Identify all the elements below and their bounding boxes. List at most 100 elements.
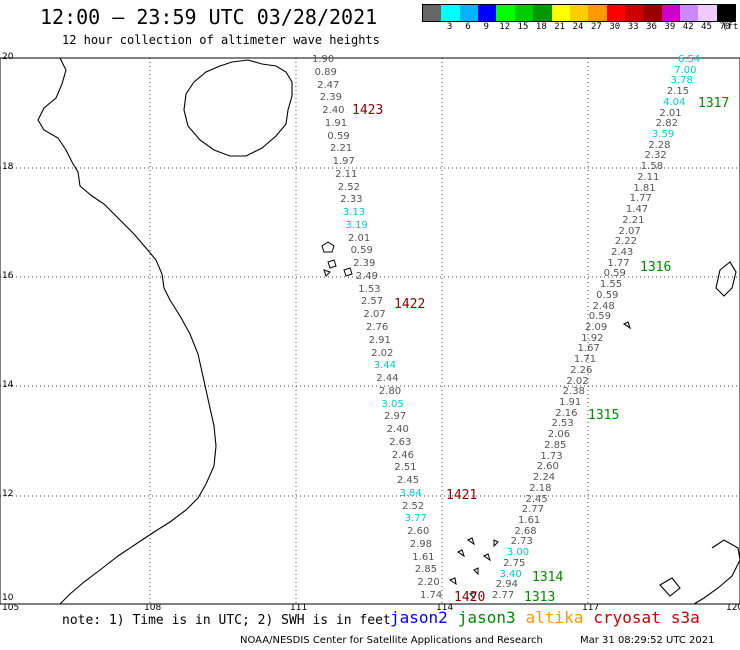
credit-date: Mar 31 08:29:52 UTC 2021	[580, 635, 715, 646]
pass-time-label: 1422	[394, 297, 426, 312]
legend-swatch	[588, 5, 607, 21]
wave-height-value: 1.74	[420, 590, 443, 601]
wave-height-value: 1.77	[629, 193, 652, 205]
wave-height-value: 2.94	[495, 579, 518, 591]
spratly-islands	[448, 537, 499, 599]
legend-label: 39	[664, 22, 676, 32]
wave-height-value: 0.59	[603, 268, 626, 280]
legend-swatch	[606, 5, 625, 21]
legend-label: 30	[609, 22, 621, 32]
lat-label: 14	[2, 380, 14, 390]
wave-height-value: 2.39	[319, 92, 342, 104]
wave-height-value: 2.85	[544, 439, 567, 451]
wave-height-value: 2.39	[353, 258, 376, 270]
lon-label: 117	[582, 603, 600, 613]
wave-height-value: 0.89	[314, 66, 337, 78]
wave-height-value: 1.58	[640, 161, 664, 173]
wave-height-value: 0.59	[350, 245, 373, 257]
legend-swatch	[514, 5, 534, 21]
lat-label: 12	[2, 489, 14, 499]
pass-time-label: 1420	[454, 590, 486, 605]
wave-height-value: 2.53	[551, 418, 574, 430]
wave-height-value: 2.06	[547, 429, 571, 441]
pass-time-label: 1315	[588, 408, 620, 423]
lat-label: 16	[2, 271, 14, 281]
legend-swatch	[478, 5, 497, 21]
hainan-island-coastline	[183, 59, 293, 157]
wave-height-value: 2.32	[644, 150, 667, 162]
legend-swatch	[441, 5, 460, 21]
legend-label: 21	[554, 22, 566, 32]
pass-time-label: 1423	[352, 103, 384, 118]
lon-label: 108	[144, 603, 162, 613]
wave-height-value: 1.47	[625, 204, 649, 216]
wave-height-value: 2.57	[360, 296, 384, 308]
wave-height-value: 2.01	[348, 232, 371, 244]
wave-height-value: 3.59	[651, 129, 675, 141]
legend-label: 9	[483, 22, 489, 32]
wave-height-value: 3.40	[499, 568, 522, 580]
wave-height-value: 2.73	[510, 536, 533, 548]
pass-time-label: 1317	[698, 96, 730, 111]
wave-height-value: 2.68	[514, 525, 537, 537]
wave-height-value: 2.28	[648, 139, 671, 151]
legend-swatch	[643, 5, 662, 21]
wave-height-value: 2.45	[396, 475, 420, 487]
wave-height-value: 2.01	[659, 107, 682, 119]
wave-height-value: 1.97	[332, 156, 355, 168]
legend-labels: 3 6 9 12 15 18 21 24 27 30 33 36 39 42 45 70	[422, 22, 734, 32]
map-frame	[0, 57, 740, 605]
wave-height-value: 2.21	[622, 214, 645, 226]
wave-height-value: 1.91	[324, 117, 348, 129]
legend-swatch	[661, 5, 681, 21]
wave-height-value: 2.63	[389, 436, 412, 448]
lon-label: 114	[436, 603, 454, 613]
wave-height-value: 3.00	[506, 547, 530, 559]
wave-height-value: 1.67	[577, 343, 600, 355]
wave-height-value: 2.80	[378, 385, 402, 397]
map-subtitle: 12 hour collection of altimeter wave hei…	[62, 33, 380, 47]
legend-label: 18	[535, 22, 547, 32]
wave-height-value: 2.21	[330, 143, 353, 155]
legend-label: 45	[701, 22, 712, 32]
wave-height-value: 2.48	[592, 300, 615, 312]
legend-swatch	[496, 5, 515, 21]
legend-label: 33	[627, 22, 639, 32]
wave-height-value: 1.53	[358, 283, 381, 295]
legend-swatch	[551, 5, 570, 21]
wave-height-value: 2.85	[414, 564, 438, 576]
gridlines	[0, 58, 740, 604]
legend-swatch	[423, 5, 442, 21]
wave-height-value: 2.07	[618, 225, 641, 237]
legend-swatch	[624, 5, 644, 21]
wave-height-value: 0.59	[588, 311, 611, 323]
legend-label: 42	[682, 22, 694, 32]
lon-label: 111	[290, 603, 308, 613]
wave-height-value: 3.44	[373, 360, 396, 372]
wave-height-value: 2.40	[386, 424, 409, 436]
wave-height-value: 2.44	[376, 373, 399, 385]
footnote: note: 1) Time is in UTC; 2) SWH is in fe…	[62, 613, 391, 628]
satellite-name: altika	[525, 608, 584, 627]
wave-height-value: 2.52	[337, 181, 360, 193]
lat-label: 10	[2, 593, 14, 603]
wave-height-value: 2.97	[384, 411, 407, 423]
wave-height-value: 1.55	[599, 279, 623, 291]
pass-time-label: 1314	[532, 570, 564, 585]
legend-label: 70	[719, 22, 731, 32]
wave-height-value: 2.26	[570, 364, 593, 376]
wave-height-value: 7.00	[674, 64, 697, 76]
color-scale-legend	[422, 4, 736, 22]
lon-label: 105	[2, 603, 20, 613]
wave-height-value: 2.09	[585, 322, 608, 333]
legend-label: 12	[499, 22, 511, 32]
wave-height-value: 0.59	[327, 130, 350, 142]
wave-height-value: 2.40	[322, 105, 345, 117]
wave-height-value: 1.81	[633, 182, 656, 194]
wave-height-value: 2.76	[366, 322, 389, 333]
lat-label: 18	[2, 162, 14, 172]
wave-height-value: 2.02	[371, 347, 394, 359]
legend-swatch	[533, 5, 552, 21]
